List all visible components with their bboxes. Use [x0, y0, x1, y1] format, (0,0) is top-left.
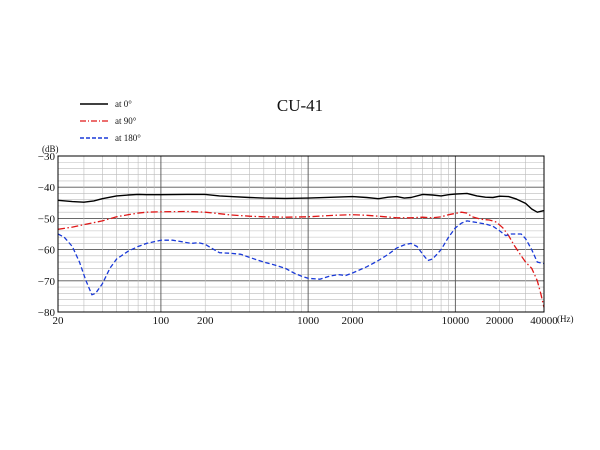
plot-frame — [57, 155, 545, 313]
chart-title: CU-41 — [277, 96, 323, 115]
x-tick-label: 10000 — [442, 315, 470, 327]
x-tick-label: 40000 — [530, 315, 558, 327]
x-tick-label: 2000 — [341, 315, 364, 327]
legend-label-0: at 0° — [115, 99, 132, 109]
series-group — [57, 192, 545, 308]
y-unit-label: (dB) — [42, 144, 59, 154]
x-tick-label: 1000 — [297, 315, 320, 327]
legend: at 0° at 90° at 180° — [80, 99, 141, 143]
y-tick-label: −40 — [38, 182, 56, 194]
legend-label-1: at 90° — [115, 116, 137, 126]
x-tick-label: 100 — [153, 315, 170, 327]
y-tick-label: −30 — [38, 151, 56, 163]
x-tick-label: 20 — [53, 315, 65, 327]
x-tick-label: 200 — [197, 315, 214, 327]
series-line-0 — [57, 192, 545, 213]
grid — [57, 155, 545, 313]
y-tick-label: −50 — [38, 213, 56, 225]
tick-labels: 20 100 200 1000 2000 10000 20000 40000 −80 −70 −60… — [38, 151, 558, 327]
x-tick-label: 20000 — [486, 315, 514, 327]
y-tick-label: −70 — [38, 276, 56, 288]
legend-label-2: at 180° — [115, 133, 141, 143]
x-unit-label: (Hz) — [557, 314, 574, 324]
series-line-2 — [57, 220, 545, 296]
y-tick-label: −60 — [38, 245, 56, 257]
series-line-1 — [57, 210, 545, 308]
y-tick-label: −80 — [38, 307, 56, 319]
